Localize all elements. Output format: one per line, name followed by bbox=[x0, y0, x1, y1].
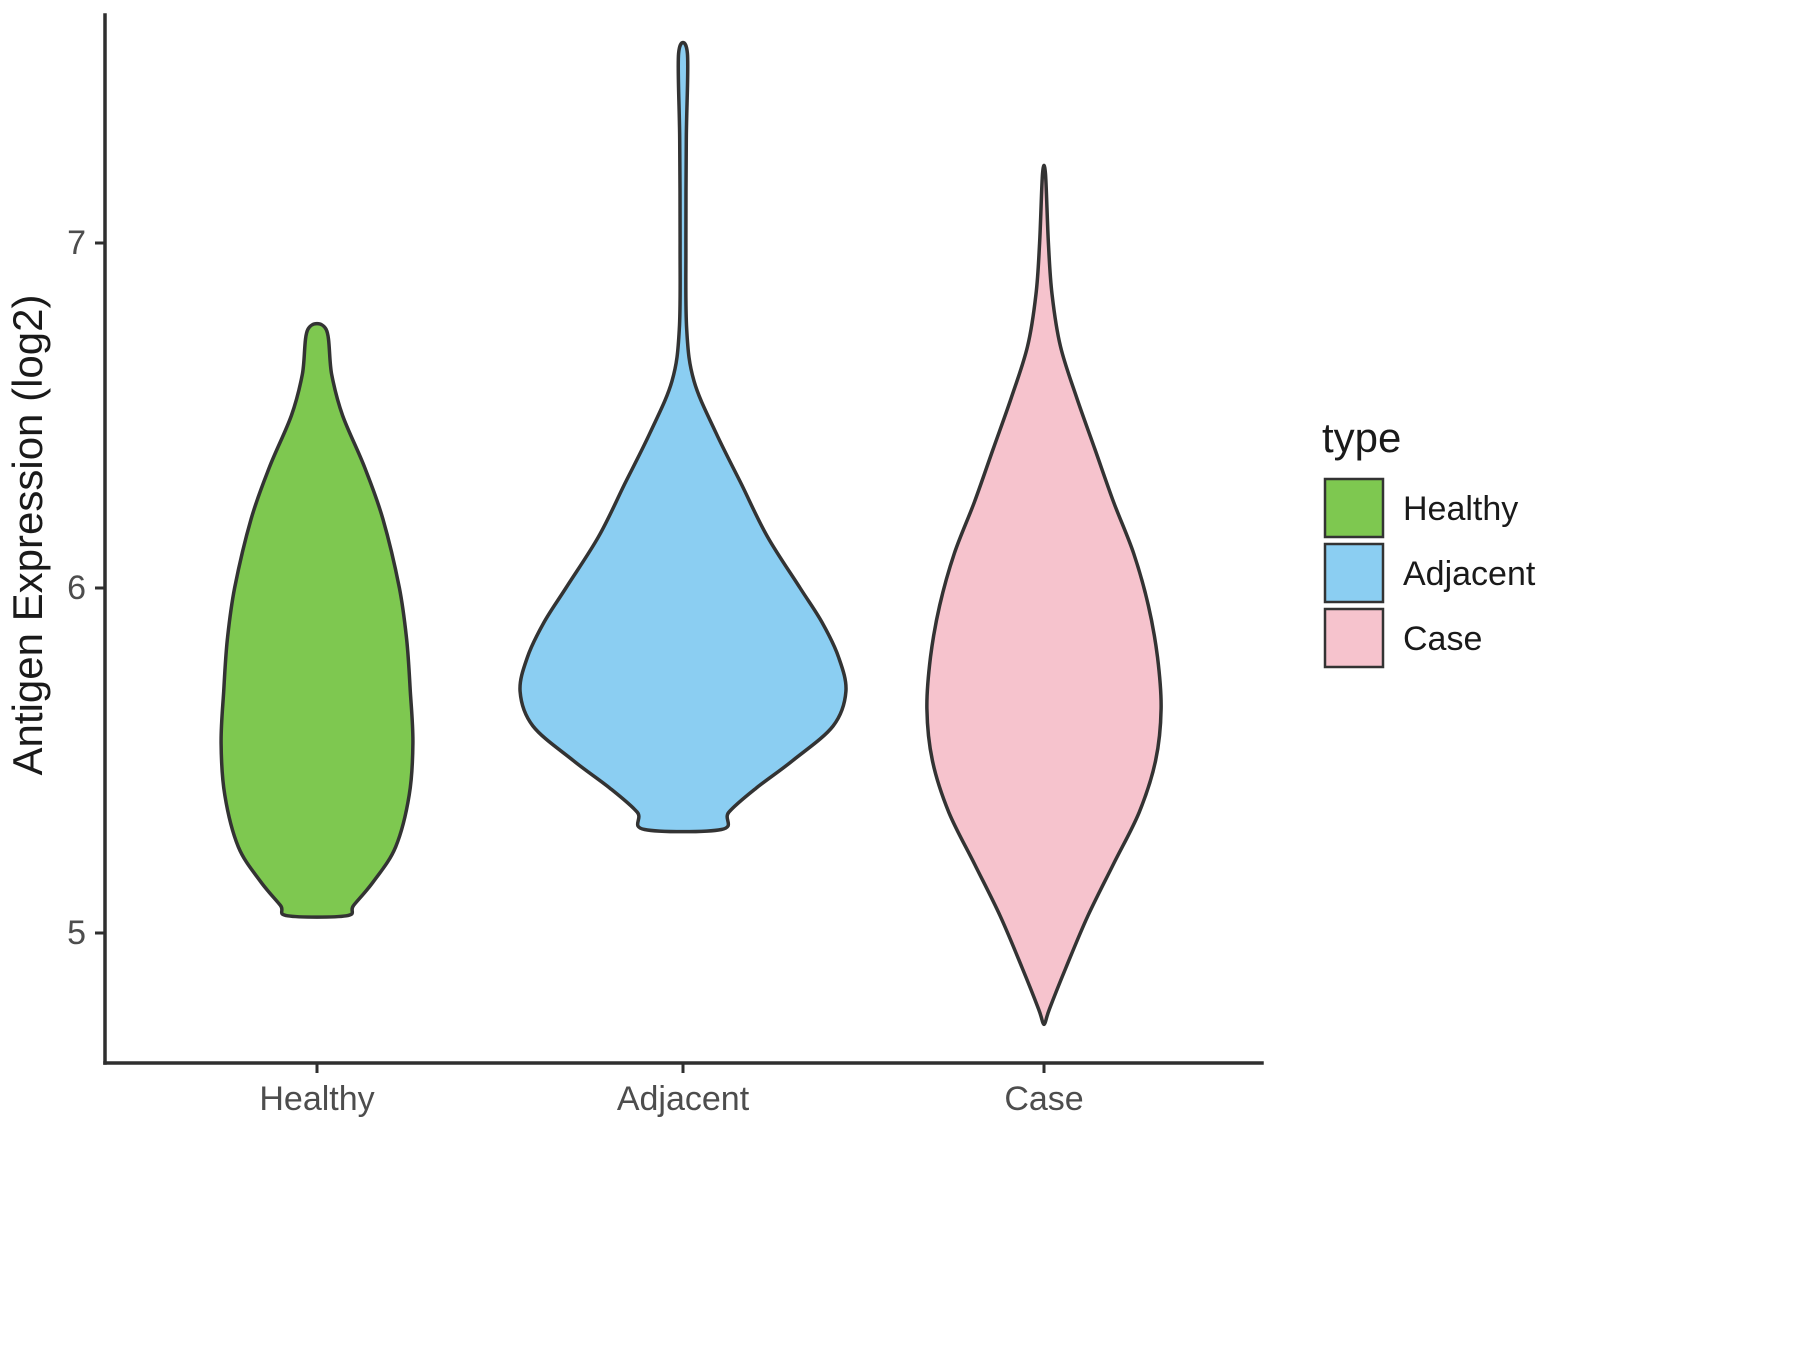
violin-adjacent bbox=[518, 40, 848, 834]
legend-swatch-adjacent bbox=[1323, 542, 1385, 604]
legend-swatch-case bbox=[1323, 607, 1385, 669]
y-axis-title: Antigen Expression (log2) bbox=[4, 295, 51, 776]
violin-case bbox=[925, 163, 1163, 1027]
legend-label-healthy: Healthy bbox=[1403, 490, 1518, 528]
violin-healthy bbox=[219, 321, 415, 919]
x-category-label-adjacent: Adjacent bbox=[617, 1080, 750, 1118]
legend: type Healthy Adjacent Case bbox=[1322, 414, 1536, 669]
legend-title: type bbox=[1322, 414, 1401, 461]
legend-label-case: Case bbox=[1403, 620, 1482, 658]
legend-swatch-healthy bbox=[1323, 477, 1385, 539]
y-tick-label-5: 5 bbox=[67, 914, 86, 952]
x-category-label-healthy: Healthy bbox=[259, 1080, 374, 1118]
violins-group bbox=[219, 40, 1163, 1027]
y-tick-label-7: 7 bbox=[67, 224, 86, 262]
x-category-label-case: Case bbox=[1004, 1080, 1083, 1118]
y-tick-label-6: 6 bbox=[67, 569, 86, 607]
legend-label-adjacent: Adjacent bbox=[1403, 555, 1536, 593]
